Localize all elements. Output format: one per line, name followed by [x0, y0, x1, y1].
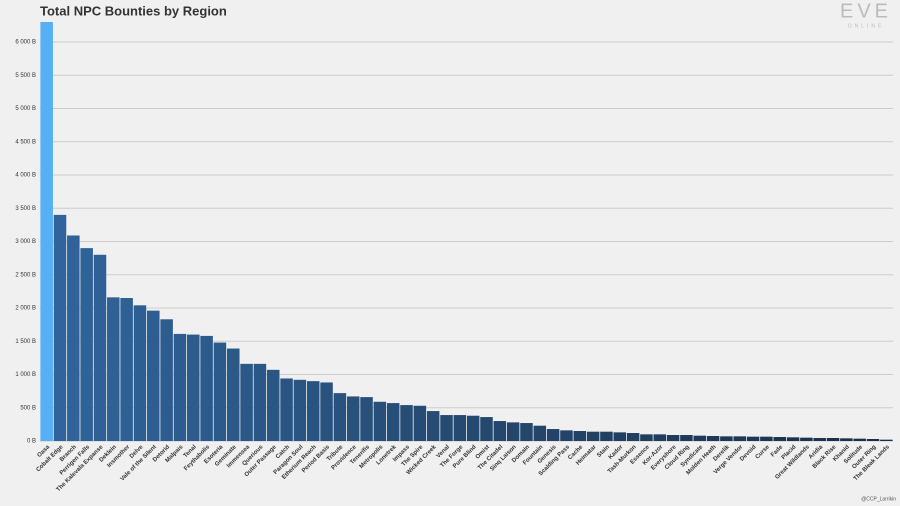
- bar: [280, 378, 293, 441]
- bar: [533, 425, 547, 441]
- bar: [600, 431, 613, 441]
- bar: [773, 437, 786, 441]
- bar: [386, 403, 400, 441]
- bar: [173, 333, 187, 441]
- bar: [640, 434, 653, 441]
- bar: [80, 248, 93, 441]
- bar: [266, 369, 280, 441]
- y-tick-label: 500 B: [20, 405, 36, 411]
- bar: [67, 235, 80, 441]
- bar: [200, 335, 213, 441]
- bar: [560, 430, 573, 441]
- logo: EVE: [840, 0, 892, 22]
- bar: [693, 435, 707, 441]
- bar: [440, 415, 453, 441]
- bar: [760, 436, 773, 441]
- bar: [720, 436, 733, 441]
- bar: [93, 254, 107, 441]
- bar: [880, 439, 893, 441]
- chart-title: Total NPC Bounties by Region: [40, 3, 227, 18]
- bar: [733, 436, 746, 441]
- y-tick-label: 1 500 B: [15, 339, 36, 345]
- bar: [706, 436, 720, 441]
- bar: [320, 382, 333, 441]
- bar: [53, 214, 67, 441]
- bar: [306, 381, 320, 441]
- bar: [147, 310, 160, 441]
- x-tick-label: Curse: [755, 444, 772, 461]
- bar: [120, 298, 133, 441]
- bar: [506, 422, 520, 441]
- bar: [826, 438, 840, 441]
- bar: [333, 393, 347, 441]
- bar: [453, 415, 467, 441]
- y-tick-label: 4 000 B: [15, 173, 36, 179]
- credit: @CCP_Larrikin: [861, 496, 896, 502]
- bar: [293, 379, 307, 441]
- bar: [586, 431, 600, 441]
- bar: [840, 438, 853, 441]
- bar: [613, 432, 627, 441]
- y-tick-label: 4 500 B: [15, 139, 36, 145]
- bar: [346, 396, 360, 441]
- bar: [493, 421, 507, 441]
- y-tick-label: 1 000 B: [15, 372, 36, 378]
- bar: [240, 363, 253, 441]
- bar: [373, 401, 387, 441]
- bar: [573, 431, 587, 441]
- bar: [213, 342, 227, 441]
- y-tick-label: 2 000 B: [15, 306, 36, 312]
- bar: [226, 348, 240, 441]
- bar: [866, 439, 880, 441]
- y-tick-label: 6 000 B: [15, 40, 36, 46]
- bar: [426, 411, 440, 441]
- y-tick-label: 2 500 B: [15, 272, 36, 278]
- bar: [413, 405, 427, 441]
- bar: [133, 305, 147, 441]
- bar: [187, 334, 200, 441]
- logo-sub: ONLINE: [848, 23, 885, 29]
- y-tick-label: 3 000 B: [15, 239, 36, 245]
- y-tick-label: 3 500 B: [15, 206, 36, 212]
- bar: [160, 319, 173, 441]
- bar: [400, 405, 413, 441]
- bar: [480, 417, 493, 441]
- y-tick-label: 5 500 B: [15, 73, 36, 79]
- bar: [360, 397, 373, 441]
- bar: [800, 437, 813, 441]
- bar: [626, 433, 640, 441]
- bar: [653, 434, 667, 441]
- bar: [546, 429, 560, 441]
- bar: [786, 437, 800, 441]
- y-tick-label: 0 B: [27, 439, 36, 445]
- bar: [40, 22, 53, 441]
- bar: [466, 415, 480, 441]
- bar: [666, 435, 680, 441]
- bar: [746, 436, 760, 441]
- bar: [520, 423, 533, 441]
- bar: [253, 363, 267, 441]
- bar: [107, 297, 120, 441]
- bar: [813, 438, 826, 441]
- bar: [853, 438, 866, 441]
- bar: [680, 435, 693, 441]
- y-tick-label: 5 000 B: [15, 106, 36, 112]
